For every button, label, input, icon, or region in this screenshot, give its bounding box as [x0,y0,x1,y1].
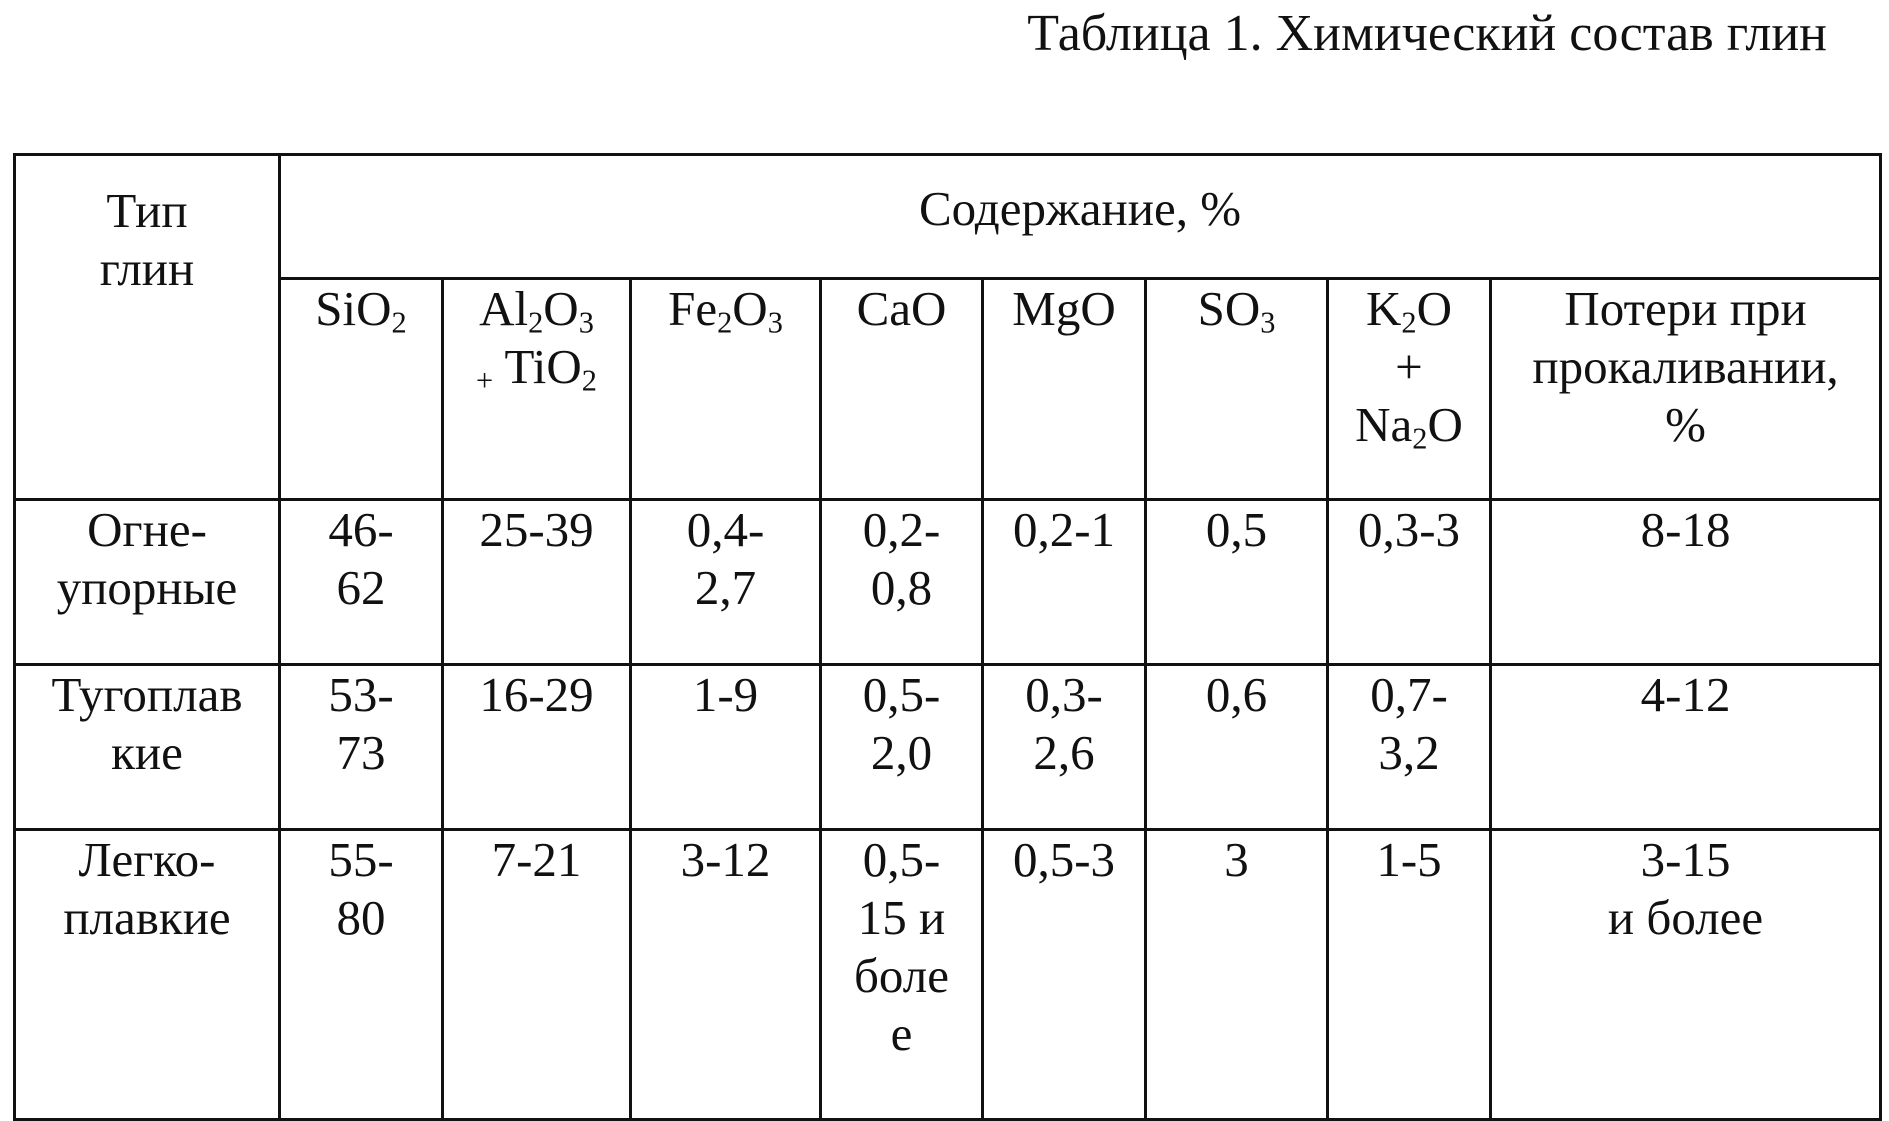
value-cell: 1-5 [1326,828,1492,1121]
value-cell: 53- 73 [278,663,444,831]
value-cell: 7-21 [441,828,632,1121]
column-header-al2o3-tio2: Al2O3 + TiO2 [441,277,632,501]
value-cell: 0,2-1 [981,498,1147,666]
value-cell: 55- 80 [278,828,444,1121]
value-cell: 0,7- 3,2 [1326,663,1492,831]
value-cell: 0,5- 15 и боле е [819,828,984,1121]
column-header-sio2: SiO2 [278,277,444,501]
content-group-header: Содержание, % [277,153,1883,280]
row-type-cell: Тугоплав кие [13,663,281,831]
clay-composition-table: Тип глин Содержание, % SiO2 Al2O3 + TiO2… [13,153,1883,1121]
value-cell: 46- 62 [278,498,444,666]
column-header-fe2o3: Fe2O3 [629,277,822,501]
value-cell: 0,5 [1144,498,1329,666]
column-header-ignition-loss: Потери при прокаливании, % [1488,277,1883,501]
row-type-cell: Легко- плавкие [13,828,281,1121]
value-cell: 3 [1144,828,1329,1121]
column-header-so3: SO3 [1144,277,1329,501]
value-cell: 0,3-3 [1326,498,1492,666]
column-header-cao: CaO [819,277,984,501]
table-row: Легко- плавкие 55- 80 7-21 3-12 0,5- 15 … [13,828,1883,1121]
column-header-k2o-na2o: K2O + Na2O [1326,277,1492,501]
table-caption: Таблица 1. Химический состав глин [1027,5,1827,62]
table-row: Тугоплав кие 53- 73 16-29 1-9 0,5- 2,0 0… [13,663,1883,831]
value-cell: 3-15 и более [1488,828,1883,1121]
value-cell: 0,2- 0,8 [819,498,984,666]
value-cell: 16-29 [441,663,632,831]
value-cell: 0,6 [1144,663,1329,831]
type-column-header: Тип глин [13,153,281,501]
value-cell: 0,4- 2,7 [629,498,822,666]
value-cell: 3-12 [629,828,822,1121]
row-type-cell: Огне- упорные [13,498,281,666]
value-cell: 1-9 [629,663,822,831]
table-row: Огне- упорные 46- 62 25-39 0,4- 2,7 0,2-… [13,498,1883,666]
value-cell: 25-39 [441,498,632,666]
value-cell: 8-18 [1488,498,1883,666]
column-header-mgo: MgO [981,277,1147,501]
value-cell: 4-12 [1488,663,1883,831]
value-cell: 0,3- 2,6 [981,663,1147,831]
value-cell: 0,5-3 [981,828,1147,1121]
value-cell: 0,5- 2,0 [819,663,984,831]
